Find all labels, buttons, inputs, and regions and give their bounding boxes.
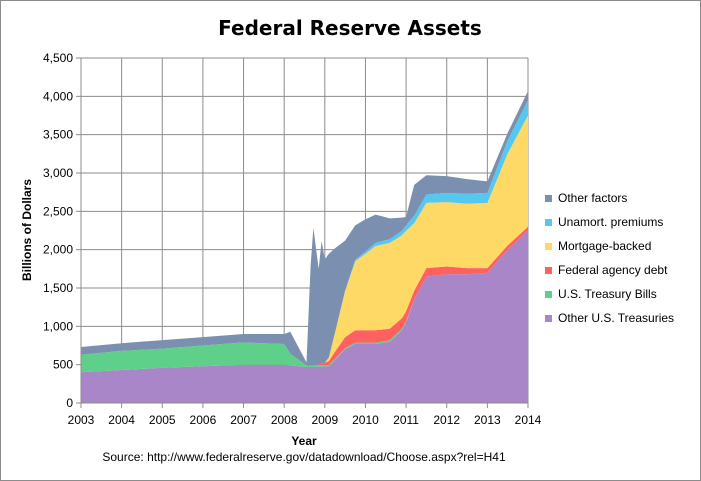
legend-label-federal-agency-debt: Federal agency debt bbox=[558, 263, 668, 277]
x-tick-label: 2013 bbox=[474, 413, 501, 427]
x-axis-title: Year bbox=[291, 434, 317, 448]
y-tick-label: 3,000 bbox=[43, 166, 73, 180]
legend-label-other-factors: Other factors bbox=[558, 191, 627, 205]
y-tick-label: 2,000 bbox=[43, 243, 73, 257]
chart-title: Federal Reserve Assets bbox=[218, 16, 482, 40]
y-tick-label: 1,500 bbox=[43, 281, 73, 295]
area-other-u-s-treasuries bbox=[81, 230, 528, 403]
area-mortgage-backed bbox=[81, 115, 528, 366]
legend-swatch-mortgage-backed bbox=[545, 243, 552, 250]
x-tick-label: 2012 bbox=[433, 413, 460, 427]
legend-swatch-u-s-treasury-bills bbox=[545, 291, 552, 298]
axis-layer: 0 500 1,000 1,500 2,000 2,500 3,000 3,500 4,000 4… bbox=[43, 51, 542, 427]
legend-label-mortgage-backed: Mortgage-backed bbox=[558, 239, 651, 253]
x-tick-label: 2006 bbox=[190, 413, 217, 427]
x-tick-label: 2005 bbox=[149, 413, 176, 427]
legend-swatch-federal-agency-debt bbox=[545, 267, 552, 274]
x-tick-label: 2009 bbox=[311, 413, 338, 427]
y-tick-label: 1,000 bbox=[43, 319, 73, 333]
x-tick-label: 2011 bbox=[393, 413, 419, 427]
x-tick-label: 2007 bbox=[230, 413, 257, 427]
legend: Other factors Unamort. premiums Mortgage-b… bbox=[545, 191, 674, 325]
legend-label-unamort-premiums: Unamort. premiums bbox=[558, 215, 663, 229]
area-layer bbox=[81, 91, 528, 403]
y-tick-label: 500 bbox=[53, 358, 73, 372]
source-note: Source: http://www.federalreserve.gov/da… bbox=[102, 450, 506, 464]
x-tick-label: 2014 bbox=[515, 413, 542, 427]
legend-label-other-u-s-treasuries: Other U.S. Treasuries bbox=[558, 311, 674, 325]
y-tick-label: 4,500 bbox=[43, 51, 73, 65]
x-tick-label: 2003 bbox=[68, 413, 95, 427]
legend-swatch-other-u-s-treasuries bbox=[545, 315, 552, 322]
x-tick-label: 2010 bbox=[352, 413, 379, 427]
y-tick-label: 4,000 bbox=[43, 89, 73, 103]
y-axis-title: Billions of Dollars bbox=[20, 179, 34, 281]
legend-swatch-unamort-premiums bbox=[545, 219, 552, 226]
legend-label-u-s-treasury-bills: U.S. Treasury Bills bbox=[558, 287, 657, 301]
y-tick-label: 3,500 bbox=[43, 128, 73, 142]
area-u-s-treasury-bills bbox=[81, 230, 528, 373]
x-tick-label: 2004 bbox=[108, 413, 135, 427]
legend-swatch-other-factors bbox=[545, 195, 552, 202]
x-tick-label: 2008 bbox=[271, 413, 298, 427]
y-tick-label: 0 bbox=[66, 396, 73, 410]
y-tick-label: 2,500 bbox=[43, 204, 73, 218]
